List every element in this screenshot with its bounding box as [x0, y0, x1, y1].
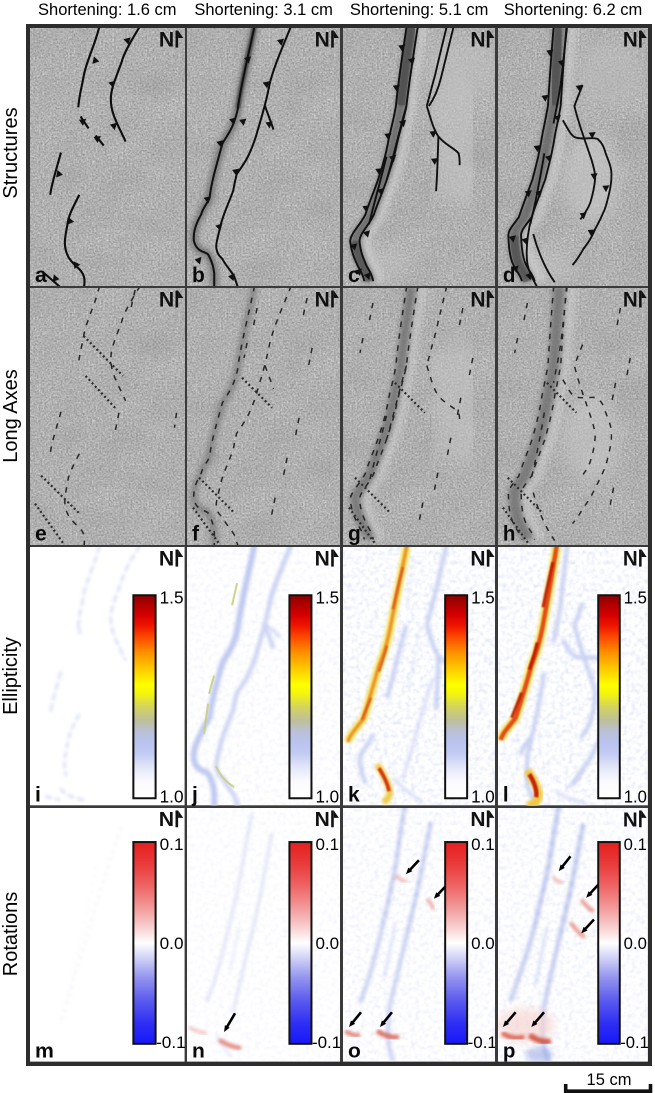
svg-text:N: N — [315, 548, 330, 571]
svg-text:0.0: 0.0 — [471, 934, 495, 953]
svg-text:1.0: 1.0 — [624, 787, 647, 805]
svg-text:N: N — [159, 548, 174, 571]
svg-text:0.1: 0.1 — [160, 836, 184, 855]
svg-text:N: N — [159, 809, 174, 832]
svg-text:m: m — [35, 1040, 54, 1062]
svg-text:k: k — [348, 784, 360, 806]
svg-text:N: N — [159, 29, 174, 52]
svg-text:1.0: 1.0 — [471, 788, 495, 806]
svg-text:N: N — [470, 548, 485, 571]
svg-text:N: N — [470, 809, 485, 832]
svg-text:0.1: 0.1 — [624, 835, 647, 854]
svg-text:N: N — [623, 809, 638, 832]
svg-text:0.0: 0.0 — [315, 934, 339, 953]
svg-text:e: e — [35, 523, 47, 545]
svg-text:N: N — [159, 289, 174, 312]
svg-text:N: N — [315, 289, 330, 312]
svg-text:0.0: 0.0 — [160, 934, 184, 953]
svg-text:N: N — [470, 29, 485, 52]
svg-text:-0.1: -0.1 — [156, 1033, 184, 1052]
svg-text:n: n — [192, 1040, 205, 1062]
svg-text:N: N — [315, 809, 330, 832]
svg-text:g: g — [348, 523, 361, 545]
svg-text:N: N — [623, 548, 638, 571]
svg-text:1.5: 1.5 — [471, 589, 495, 608]
svg-text:1.5: 1.5 — [624, 588, 647, 607]
svg-text:N: N — [315, 29, 330, 52]
svg-text:d: d — [503, 264, 516, 286]
svg-text:-0.1: -0.1 — [312, 1033, 340, 1052]
svg-text:1.0: 1.0 — [160, 787, 184, 806]
svg-text:h: h — [503, 523, 516, 545]
svg-text:a: a — [35, 264, 47, 286]
svg-text:l: l — [503, 783, 509, 805]
svg-text:b: b — [192, 264, 205, 286]
svg-text:1.0: 1.0 — [315, 788, 339, 806]
svg-text:N: N — [623, 289, 638, 312]
svg-text:c: c — [348, 264, 360, 286]
svg-text:0.1: 0.1 — [315, 835, 339, 854]
svg-text:-0.1: -0.1 — [620, 1033, 648, 1052]
svg-text:f: f — [192, 523, 200, 545]
svg-text:N: N — [623, 28, 638, 51]
svg-text:-0.1: -0.1 — [467, 1033, 495, 1052]
svg-text:1.5: 1.5 — [160, 588, 184, 608]
svg-text:p: p — [503, 1040, 516, 1062]
svg-text:1.5: 1.5 — [315, 589, 339, 608]
svg-text:N: N — [470, 289, 485, 312]
svg-text:0.0: 0.0 — [624, 934, 647, 953]
svg-text:0.1: 0.1 — [471, 835, 495, 854]
svg-text:j: j — [191, 784, 198, 806]
svg-text:o: o — [348, 1040, 361, 1062]
svg-text:i: i — [35, 784, 41, 806]
svg-text:15 cm: 15 cm — [587, 1071, 632, 1089]
